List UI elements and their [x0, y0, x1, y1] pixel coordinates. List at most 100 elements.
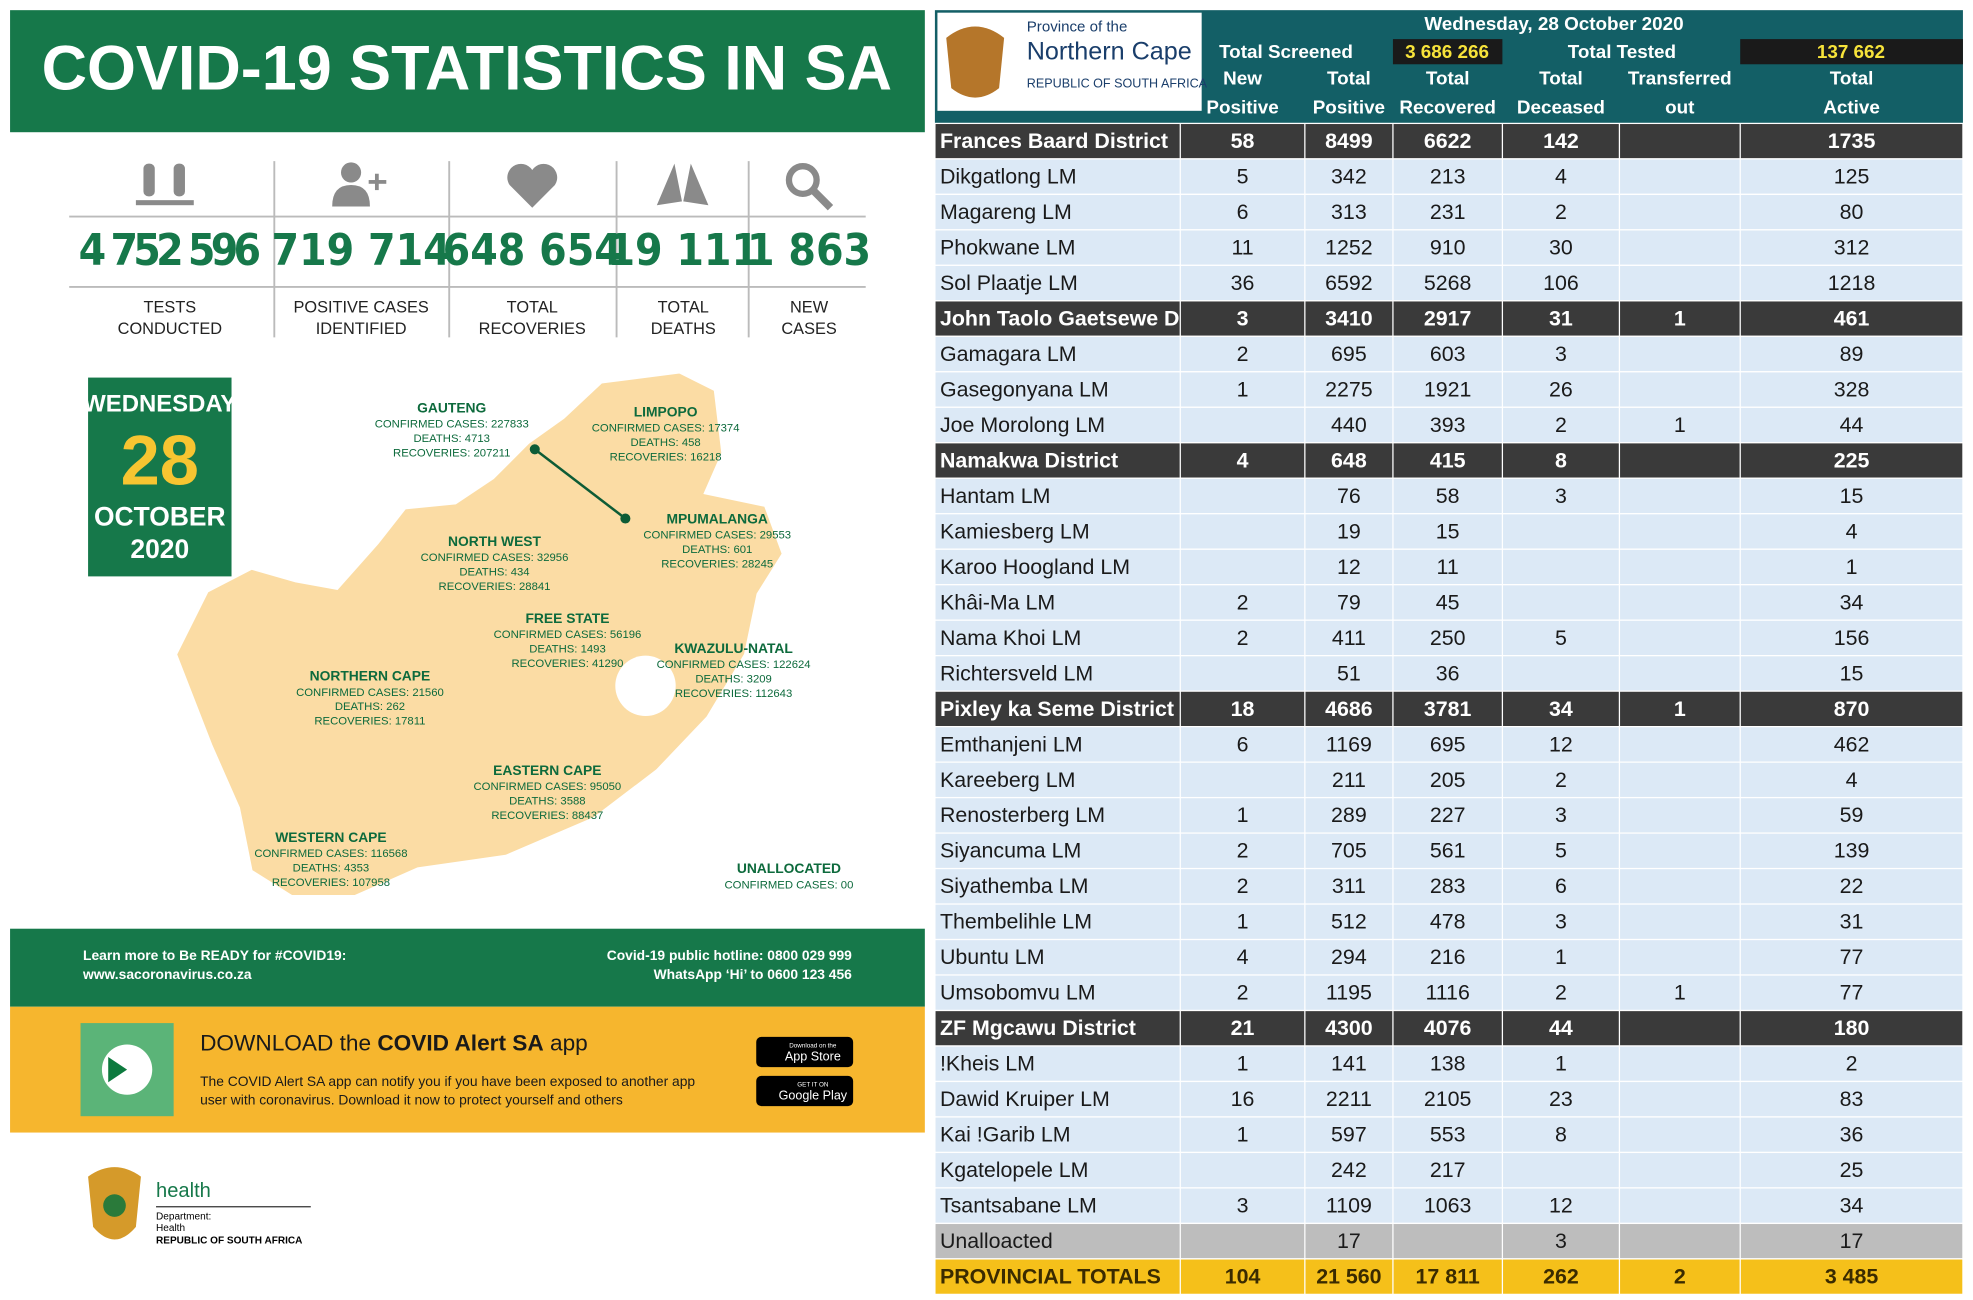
stat-value: 1 863 — [747, 225, 871, 276]
province-stat: CONFIRMED CASES: 17374 — [592, 423, 740, 435]
cell-value: 211 — [1332, 768, 1366, 792]
cell-value: 17 — [1337, 1229, 1361, 1253]
row-name: Joe Morolong LM — [940, 413, 1105, 437]
cell-value: 1252 — [1325, 236, 1373, 260]
stat-label: TOTAL — [658, 299, 709, 317]
date-weekday: WEDNESDAY — [83, 391, 236, 418]
cell-value: 17 — [1840, 1229, 1864, 1253]
row-name: Khâi-Ma LM — [940, 590, 1055, 614]
province-stat: CONFIRMED CASES: 56196 — [494, 629, 642, 641]
cell-value: 910 — [1430, 236, 1466, 260]
cell-value: 1 — [1237, 377, 1249, 401]
cell-value: 1116 — [1425, 981, 1469, 1005]
row-name: Phokwane LM — [940, 236, 1075, 260]
cell-value: 2 — [1846, 1052, 1858, 1076]
province-stat: DEATHS: 262 — [335, 701, 405, 713]
row-name: Kareeberg LM — [940, 768, 1075, 792]
cell-value: 2 — [1237, 839, 1249, 863]
province-stat: CONFIRMED CASES: 00 — [725, 879, 854, 891]
table-row — [934, 832, 1964, 870]
cell-value: 106 — [1543, 271, 1579, 295]
date-box — [88, 377, 232, 577]
cell-value: 415 — [1430, 448, 1466, 472]
date-month: OCTOBER — [94, 501, 226, 531]
cell-value: 8 — [1555, 448, 1567, 472]
cell-value: 58 — [1436, 484, 1460, 508]
cell-value: 597 — [1331, 1123, 1367, 1147]
cell-value: 3 — [1237, 1194, 1249, 1218]
title: COVID-19 STATISTICS IN SA — [42, 34, 893, 104]
cell-value: 51 — [1337, 661, 1361, 685]
app-heading-part: app — [544, 1030, 588, 1055]
cell-value: 18 — [1231, 697, 1255, 721]
province-stat: CONFIRMED CASES: 32956 — [421, 552, 569, 564]
province-name: EASTERN CAPE — [493, 762, 601, 778]
row-name: Namakwa District — [940, 448, 1118, 472]
province-stat: DEATHS: 3588 — [509, 796, 586, 808]
cell-value: 2 — [1555, 981, 1567, 1005]
app-description: user with coronavirus. Download it now t… — [200, 1092, 623, 1108]
cell-value: 79 — [1337, 590, 1361, 614]
cell-value: 870 — [1834, 697, 1870, 721]
table-row — [934, 1151, 1964, 1189]
table-row — [934, 1009, 1964, 1047]
badge-text: App Store — [785, 1049, 841, 1063]
cell-value: 478 — [1430, 910, 1466, 934]
map — [175, 371, 784, 897]
cell-value: 3410 — [1325, 306, 1373, 330]
column-header: Positive — [1206, 96, 1278, 117]
row-name: John Taolo Gaetsewe D — [940, 306, 1180, 330]
row-name: Thembelihle LM — [940, 910, 1092, 934]
cell-value: 34 — [1840, 1194, 1864, 1218]
cell-value: 4 — [1846, 768, 1858, 792]
column-header: Total — [1830, 67, 1874, 88]
table-date: Wednesday, 28 October 2020 — [1424, 13, 1683, 34]
stat-value: 4 752 596 — [79, 225, 261, 276]
stat-value: 648 654 — [443, 225, 622, 276]
logo-text: REPUBLIC OF SOUTH AFRICA — [156, 1235, 302, 1246]
footer-text: www.sacoronavirus.co.za — [82, 966, 252, 982]
cell-value: 695 — [1331, 342, 1367, 366]
stat-label: CONDUCTED — [118, 320, 223, 338]
cell-value: 1 — [1237, 1123, 1249, 1147]
province-stat: RECOVERIES: 17811 — [314, 716, 425, 728]
cell-value: 1 — [1674, 697, 1686, 721]
row-name: Emthanjeni LM — [940, 732, 1083, 756]
cell-value: 2 — [1555, 413, 1567, 437]
province-stat: CONFIRMED CASES: 116568 — [254, 848, 407, 860]
cell-value: 2 — [1237, 626, 1249, 650]
row-name: Ubuntu LM — [940, 945, 1045, 969]
app-heading: DOWNLOAD the COVID Alert SA app — [200, 1030, 588, 1055]
cell-value: 12 — [1549, 732, 1573, 756]
province-name: FREE STATE — [525, 610, 609, 626]
google-play-badge[interactable] — [756, 1075, 854, 1107]
cell-value: 1 — [1237, 910, 1249, 934]
column-header: New — [1223, 67, 1262, 88]
app-store-badge[interactable] — [756, 1036, 854, 1068]
cell-value: 3 — [1555, 1229, 1567, 1253]
cell-value: 1 — [1674, 413, 1686, 437]
column-header: Recovered — [1399, 96, 1495, 117]
row-name: Kgatelopele LM — [940, 1158, 1089, 1182]
cell-value: 3 — [1555, 484, 1567, 508]
stat-label: TOTAL — [507, 299, 558, 317]
province-stat: RECOVERIES: 28841 — [439, 581, 551, 593]
cell-value: 5268 — [1424, 271, 1472, 295]
table-row — [934, 335, 1964, 373]
cell-value: 45 — [1436, 590, 1460, 614]
cell-value: 21 560 — [1316, 1265, 1381, 1289]
cell-value: 1 — [1555, 1052, 1567, 1076]
cell-value: 77 — [1840, 981, 1864, 1005]
cell-value: 6592 — [1325, 271, 1373, 295]
cell-value: 217 — [1430, 1158, 1466, 1182]
province-stat: CONFIRMED CASES: 227833 — [375, 419, 529, 431]
row-name: Dawid Kruiper LM — [940, 1087, 1110, 1111]
column-header: Positive — [1313, 96, 1385, 117]
column-header: Deceased — [1517, 96, 1605, 117]
province-name: NORTHERN CAPE — [310, 668, 431, 684]
table-row — [934, 655, 1964, 692]
province-name: WESTERN CAPE — [275, 829, 386, 845]
cell-value: 30 — [1549, 236, 1573, 260]
cell-value: 36 — [1231, 271, 1255, 295]
title-band — [10, 10, 925, 133]
